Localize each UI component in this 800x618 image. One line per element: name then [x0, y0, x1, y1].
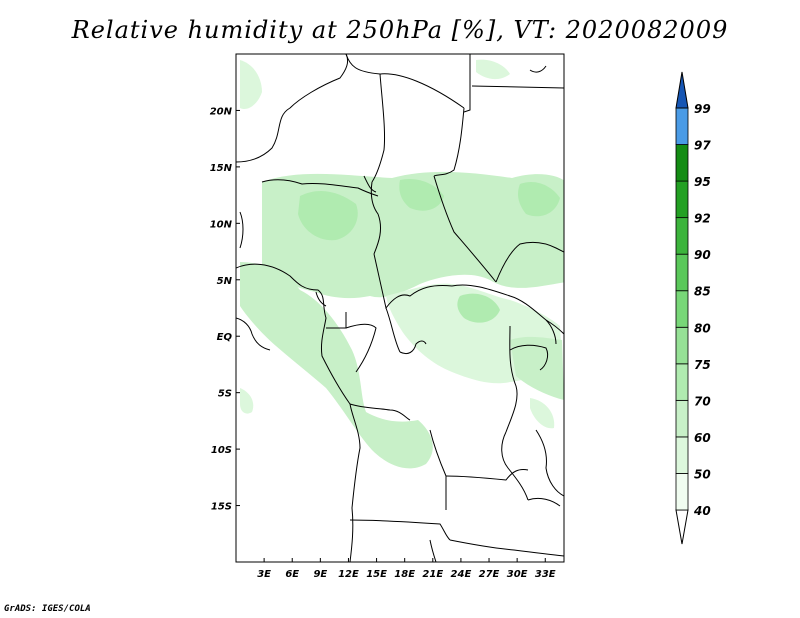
- map-frame: [235, 53, 565, 563]
- longitude-label: 15E: [366, 569, 387, 580]
- colorbar-swatch: [675, 290, 689, 328]
- colorbar-label: 75: [694, 358, 711, 372]
- latitude-label: 15S: [211, 502, 232, 513]
- colorbar-label: 99: [694, 102, 711, 116]
- colorbar-label: 85: [694, 285, 711, 299]
- latitude-label: 5N: [217, 276, 233, 287]
- colorbar-swatch: [675, 436, 689, 474]
- longitude-label: 3E: [257, 569, 271, 580]
- colorbar-label: 95: [694, 175, 711, 189]
- colorbar-swatch: [675, 144, 689, 182]
- colorbar-swatch: [675, 180, 689, 219]
- longitude-label: 30E: [507, 569, 528, 580]
- humidity-shading: [240, 59, 564, 469]
- latitude-label: EQ: [217, 332, 233, 343]
- colorbar-label: 80: [694, 321, 711, 335]
- colorbar-swatch: [675, 363, 689, 401]
- colorbar-lower-triangle: [675, 509, 689, 545]
- colorbar-swatch: [675, 107, 689, 145]
- colorbar-label: 92: [694, 212, 711, 226]
- colorbar-label: 90: [694, 248, 711, 262]
- colorbar-label: 60: [694, 431, 711, 445]
- map-title: Relative humidity at 250hPa [%], VT: 202…: [71, 16, 729, 44]
- longitude-label: 18E: [394, 569, 415, 580]
- colorbar-label: 50: [694, 467, 711, 481]
- colorbar-swatch: [675, 326, 689, 365]
- longitude-label: 24E: [451, 569, 472, 580]
- colorbar-swatch: [675, 217, 689, 255]
- longitude-label: 6E: [285, 569, 299, 580]
- colorbar-upper-triangle: [675, 71, 689, 109]
- latitude-label: 5S: [218, 389, 232, 400]
- longitude-label: 33E: [535, 569, 556, 580]
- longitude-label: 9E: [313, 569, 327, 580]
- latitude-label: 10S: [211, 445, 232, 456]
- latitude-label: 10N: [210, 219, 233, 230]
- longitude-labels: 3E 6E 9E 12E 15E 18E 21E 24E 27E 30E 33E: [257, 558, 556, 580]
- colorbar-swatch: [675, 473, 689, 511]
- grads-credit: GrADS: IGES/COLA: [4, 604, 91, 614]
- longitude-label: 27E: [479, 569, 500, 580]
- colorbar-label: 40: [693, 504, 711, 518]
- country-borders: [236, 54, 564, 562]
- latitude-label: 20N: [210, 106, 233, 117]
- latitude-label: 15N: [210, 163, 233, 174]
- longitude-label: 12E: [338, 569, 359, 580]
- colorbar-label: 70: [694, 394, 711, 408]
- colorbar-swatch: [675, 253, 689, 292]
- longitude-label: 21E: [422, 569, 443, 580]
- latitude-labels: 20N 15N 10N 5N EQ 5S 10S 15S: [210, 106, 240, 513]
- colorbar-swatch: [675, 399, 689, 438]
- colorbar: 40 50 60 70 75 80 85 90 92 95 97 99: [675, 71, 711, 545]
- colorbar-label: 97: [694, 139, 711, 153]
